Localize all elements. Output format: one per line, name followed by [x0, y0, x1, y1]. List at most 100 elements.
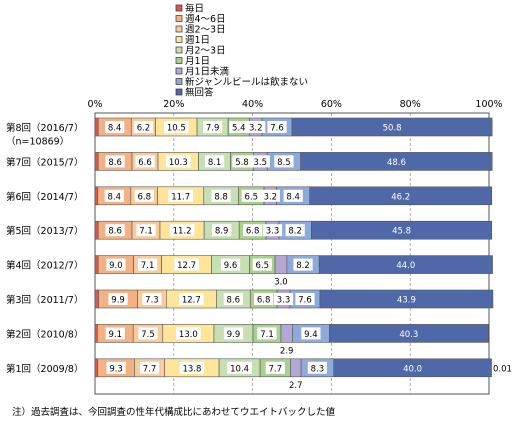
category-label: 第8回（2016/7） [6, 122, 83, 134]
plot-border [94, 112, 490, 395]
data-label: 46.2 [391, 192, 410, 202]
footnote: 注）過去調査は、今回調査の性年代構成比にあわせてウエイトバックした値 [12, 406, 336, 418]
data-label-background [227, 361, 252, 374]
bar-segment [280, 324, 293, 343]
data-label-background [274, 155, 294, 168]
data-label: 8.9 [215, 227, 229, 237]
data-label-background [164, 121, 189, 133]
data-label-background [142, 293, 162, 305]
bar-segment [94, 255, 99, 274]
x-axis-tick-labels: 0% 20% 40% 60% 80% 100% [87, 99, 502, 110]
legend-label: 毎日 [185, 3, 204, 15]
data-label: 5.8 [235, 158, 249, 168]
data-label: 5.4 [232, 124, 246, 134]
category-label: 第5回（2013/7） [6, 225, 83, 237]
data-label: 2.7 [289, 381, 303, 391]
data-label-background [254, 293, 274, 305]
data-label: 9.3 [109, 364, 123, 374]
data-label-background [260, 189, 280, 202]
category-label: 第1回（2009/8） [6, 363, 83, 375]
data-label: 48.6 [387, 158, 406, 168]
x-tick-label: 40% [242, 99, 263, 110]
legend-label: 新ジャンルビールは飲まない [185, 76, 308, 88]
data-label: 8.4 [108, 192, 122, 202]
data-label: 43.9 [397, 296, 416, 306]
data-label-background [135, 155, 155, 168]
data-label: 8.4 [286, 192, 300, 202]
data-label: 3.2 [249, 124, 263, 134]
data-label: 9.9 [111, 296, 125, 306]
bar-segment [94, 324, 98, 343]
x-tick-label: 20% [163, 99, 184, 110]
bar-segment [311, 220, 493, 240]
data-label-background [295, 293, 315, 305]
category-label: 第7回（2015/7） [6, 156, 83, 168]
bar-segment [291, 117, 493, 137]
data-label-background [250, 155, 270, 168]
data-label-background [179, 293, 204, 305]
data-label-background [105, 121, 125, 133]
x-tick-label: 100% [475, 99, 502, 110]
data-label: 9.1 [109, 330, 123, 340]
category-label: （n=10869） [6, 136, 69, 148]
legend-swatch [175, 15, 183, 22]
legend-label: 週2～3日 [185, 24, 226, 36]
bar-segment [94, 117, 99, 137]
data-label: 8.6 [227, 296, 241, 306]
data-label: 8.8 [214, 192, 228, 202]
data-label: 45.8 [392, 227, 411, 237]
data-label: 2.9 [280, 346, 294, 356]
data-label: 40.3 [399, 330, 418, 340]
data-label: 44.0 [396, 261, 415, 271]
plot-frame [94, 112, 490, 395]
data-label-background [232, 155, 252, 168]
bar-segment [274, 255, 288, 274]
data-label: 7.1 [141, 261, 155, 271]
data-label: 11.7 [171, 192, 190, 202]
data-label-background [223, 293, 243, 305]
data-label: 9.9 [227, 330, 241, 340]
data-label: 6.8 [257, 296, 271, 306]
bar-segment [94, 289, 99, 309]
data-label-background [106, 258, 126, 271]
bar-segment [319, 289, 494, 309]
legend-label: 月2～3日 [185, 46, 226, 57]
x-tick-label: 0% [87, 99, 102, 110]
legend-label: 無回答 [185, 87, 214, 99]
data-label-background [307, 361, 328, 374]
legend-label: 月1日 [185, 56, 210, 67]
legend-swatch [175, 67, 183, 75]
data-label: 0.01 [493, 364, 512, 374]
data-label-background [104, 189, 124, 202]
data-label-background [246, 121, 266, 133]
x-tick-label: 60% [321, 99, 342, 110]
data-label-background [252, 258, 272, 271]
data-label-background [105, 155, 125, 168]
data-label-background [243, 224, 263, 237]
data-label: 6.8 [137, 192, 151, 202]
data-label: 12.7 [182, 296, 201, 306]
legend-swatch [175, 25, 183, 33]
data-label-background [105, 224, 125, 237]
bar-segment [329, 324, 489, 343]
data-label: 7.9 [206, 124, 220, 134]
data-label: 10.3 [169, 158, 188, 168]
data-label: 8.4 [108, 124, 122, 134]
data-label: 6.6 [138, 158, 152, 168]
data-label-background [169, 224, 195, 237]
data-label: 6.5 [255, 261, 269, 271]
bar-segment [94, 358, 99, 378]
data-label-background [203, 121, 223, 133]
legend-swatch [175, 57, 183, 64]
data-label-background [285, 224, 305, 237]
data-label-background [176, 327, 201, 340]
data-label-background [174, 258, 199, 271]
data-label: 3.5 [254, 158, 268, 168]
data-label-background [262, 224, 283, 237]
data-label: 6.2 [137, 124, 151, 134]
data-label-background [283, 189, 303, 202]
data-label-background [220, 258, 241, 271]
data-label: 8.6 [108, 227, 122, 237]
data-label-background [241, 189, 261, 202]
